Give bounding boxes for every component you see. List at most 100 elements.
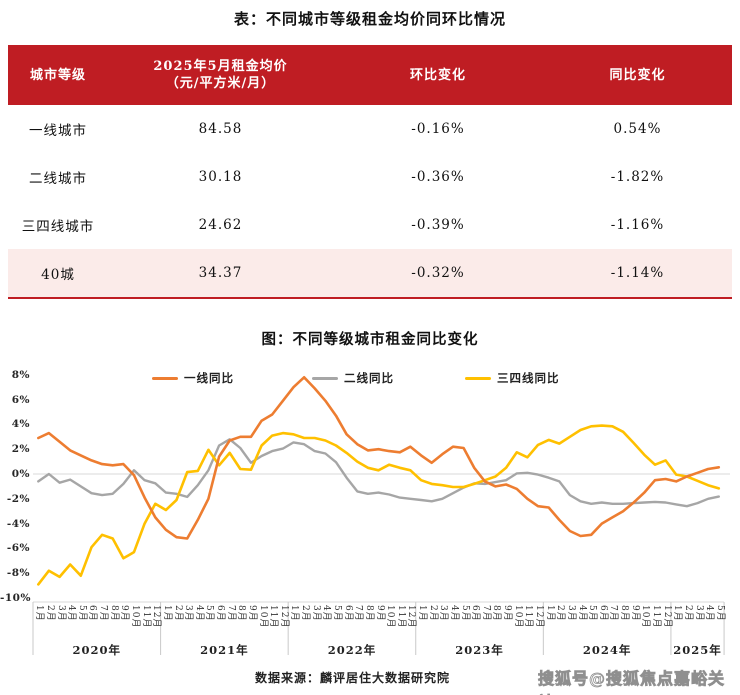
legend-line-swatch [312,376,338,380]
legend-label: 二线同比 [344,371,394,385]
x-axis-month-label: 1月 [417,605,428,622]
x-axis-month-label: 10月 [385,605,396,629]
x-axis-month-label: 7月 [225,605,236,622]
x-axis-month-label: 5月 [714,605,725,622]
cell-mom: -0.32% [411,265,465,281]
x-axis-month-label: 1月 [289,605,300,622]
legend-label: 三四线同比 [497,371,560,385]
x-axis-year-label: 2020年 [72,643,122,657]
x-axis-month-label: 11月 [268,605,279,629]
legend-item-2: 三四线同比 [465,371,560,385]
x-axis-month-label: 4月 [704,605,715,622]
cell-tier: 一线城市 [29,123,87,139]
x-axis-month-label: 1月 [672,605,683,622]
cell-price: 30.18 [198,169,243,185]
x-axis-month-label: 11月 [140,605,151,629]
x-axis-month-label: 4月 [66,605,77,622]
y-axis-tick-label: 8% [11,368,30,381]
cell-yoy: 0.54% [613,121,662,137]
x-axis-month-label: 9月 [629,605,640,622]
x-axis-month-label: 1月 [544,605,555,622]
x-axis-month-label: 5月 [587,605,598,622]
x-axis-month-label: 9月 [374,605,385,622]
cell-yoy: -1.14% [610,265,665,281]
cell-tier: 三四线城市 [21,219,95,235]
x-axis-month-label: 10月 [512,605,523,629]
x-axis-month-label: 3月 [693,605,704,622]
x-axis-month-label: 10月 [640,605,651,629]
x-axis-month-label: 6月 [470,605,481,622]
line-series-1 [37,438,720,508]
y-axis-tick-label: -4% [6,517,30,530]
y-axis-tick-label: 4% [11,418,30,431]
x-axis-month-label: 6月 [342,605,353,622]
legend-line-swatch [465,376,491,380]
x-axis-month-label: 11月 [523,605,534,629]
col-header-price: 2025年5月租金均价 （元/平方米/月） [153,59,288,91]
x-axis-month-label: 1月 [34,605,45,622]
x-axis-month-label: 7月 [480,605,491,622]
x-axis-month-label: 2月 [427,605,438,622]
x-axis-year-label: 2025年 [673,643,722,657]
x-axis-month-label: 5月 [332,605,342,622]
cell-tier: 二线城市 [29,171,87,187]
x-axis-month-label: 3月 [55,605,66,622]
table-header-row: 城市等级 2025年5月租金均价 （元/平方米/月） 环比变化 同比变化 [8,45,732,105]
y-axis-tick-label: 2% [11,443,30,456]
table-row-highlighted: 40城 34.37 -0.32% -1.14% [8,249,732,297]
x-axis-month-label: 9月 [246,605,257,622]
y-axis-tick-label: 0% [11,468,30,480]
x-axis-month-label: 2月 [682,605,693,622]
x-axis-month-label: 8月 [619,605,630,622]
x-axis-month-label: 3月 [183,605,194,622]
x-axis-month-label: 8月 [236,605,247,622]
cell-tier: 40城 [41,267,75,283]
rent-table: 城市等级 2025年5月租金均价 （元/平方米/月） 环比变化 同比变化 一线城… [8,45,732,297]
x-axis-month-label: 9月 [502,605,513,622]
x-axis-month-label: 8月 [363,605,374,622]
chart-title: 图：不同等级城市租金同比变化 [261,331,479,348]
x-axis-month-label: 12月 [278,605,289,629]
x-axis-month-label: 6月 [215,605,226,622]
cell-yoy: -1.16% [610,217,665,233]
table-row: 二线城市 30.18 -0.36% -1.82% [8,153,732,201]
legend-item-0: 一线同比 [152,371,234,385]
col-header-mom: 环比变化 [409,67,466,83]
cell-mom: -0.36% [411,169,465,185]
x-axis-month-label: 10月 [257,605,268,629]
x-axis-month-label: 11月 [650,605,661,629]
x-axis-month-label: 5月 [76,605,87,622]
y-axis-tick-label: -8% [6,567,30,580]
x-axis-month-label: 2月 [555,605,566,622]
table-row: 一线城市 84.58 -0.16% 0.54% [8,105,732,153]
x-axis-year-label: 2021年 [200,643,249,657]
cell-mom: -0.16% [411,121,465,137]
cell-price: 84.58 [198,121,243,137]
x-axis-month-label: 5月 [459,605,470,622]
x-axis-month-label: 2月 [172,605,183,622]
x-axis-month-label: 4月 [193,605,204,622]
legend-item-1: 二线同比 [312,371,394,385]
line-series-2 [36,424,721,586]
table-bottom-border [8,297,732,299]
x-axis-month-label: 8月 [491,605,502,622]
x-axis-month-label: 12月 [534,605,545,629]
cell-mom: -0.39% [411,217,465,233]
sohu-watermark: 搜狐号@搜狐焦点嘉峪关站 [538,669,726,695]
x-axis-month-label: 8月 [108,605,119,622]
y-axis-tick-label: 6% [11,393,30,406]
x-axis-year-label: 2024年 [582,643,632,657]
line-series-0 [36,375,721,540]
legend-line-swatch [152,376,178,380]
cell-price: 34.37 [198,265,243,281]
x-axis-month-label: 11月 [395,605,406,629]
x-axis-month-label: 1月 [161,605,172,622]
y-axis-tick-label: -10% [0,592,31,604]
x-axis-month-label: 9月 [119,605,130,622]
x-axis-month-label: 7月 [353,605,364,622]
x-axis-month-label: 7月 [608,605,619,622]
y-axis-tick-label: -6% [6,542,30,555]
col-header-yoy: 同比变化 [609,67,666,83]
x-axis-month-label: 4月 [576,605,587,622]
